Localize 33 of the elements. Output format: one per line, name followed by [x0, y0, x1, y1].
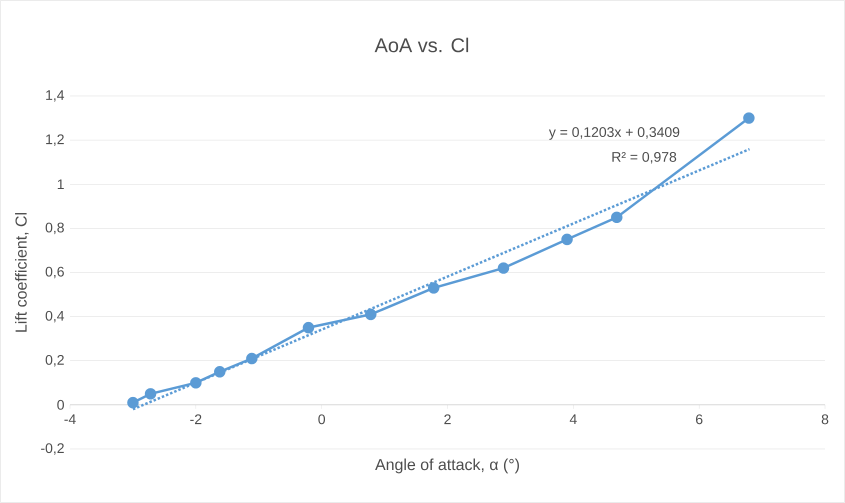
y-tick-label: 0,8 — [46, 222, 64, 234]
point — [428, 282, 440, 294]
y-tick-label: 0 — [57, 400, 64, 410]
x-tick-label: 2 — [444, 414, 451, 424]
y-tick-label: 1,4 — [46, 90, 64, 102]
point — [561, 234, 573, 246]
annotation: y = 0,1203x + 0,3409 — [548, 127, 680, 140]
x-tick-label: 4 — [570, 414, 577, 424]
x-tick-label: 0 — [318, 414, 326, 424]
point — [190, 377, 202, 389]
annotation: R² = 0,978 — [612, 152, 676, 164]
x-tick-label: -4 — [64, 414, 76, 424]
chart-title: AoA vs. Cl — [374, 38, 468, 52]
y-tick-label: 0,4 — [46, 310, 64, 322]
point — [743, 112, 755, 124]
x-axis-title: Angle of attack, α (°) — [375, 458, 519, 474]
x-tick-label: 8 — [822, 414, 828, 424]
y-tick-label: -0,2 — [41, 443, 64, 455]
point — [498, 262, 510, 274]
x-tick-label: 6 — [696, 414, 702, 424]
point — [611, 212, 622, 224]
point — [144, 388, 156, 400]
point — [214, 366, 226, 378]
y-tick-label: 0,6 — [46, 266, 64, 278]
point — [246, 352, 258, 364]
y-tick-label: 1,2 — [46, 134, 64, 146]
point — [127, 396, 139, 408]
y-tick-label: 1 — [58, 179, 64, 190]
point — [365, 308, 376, 320]
y-axis-title: Lift coefficient, Cl — [15, 213, 29, 332]
x-tick-label: -2 — [190, 414, 202, 424]
point — [302, 322, 314, 334]
y-tick-label: 0,2 — [46, 354, 64, 366]
